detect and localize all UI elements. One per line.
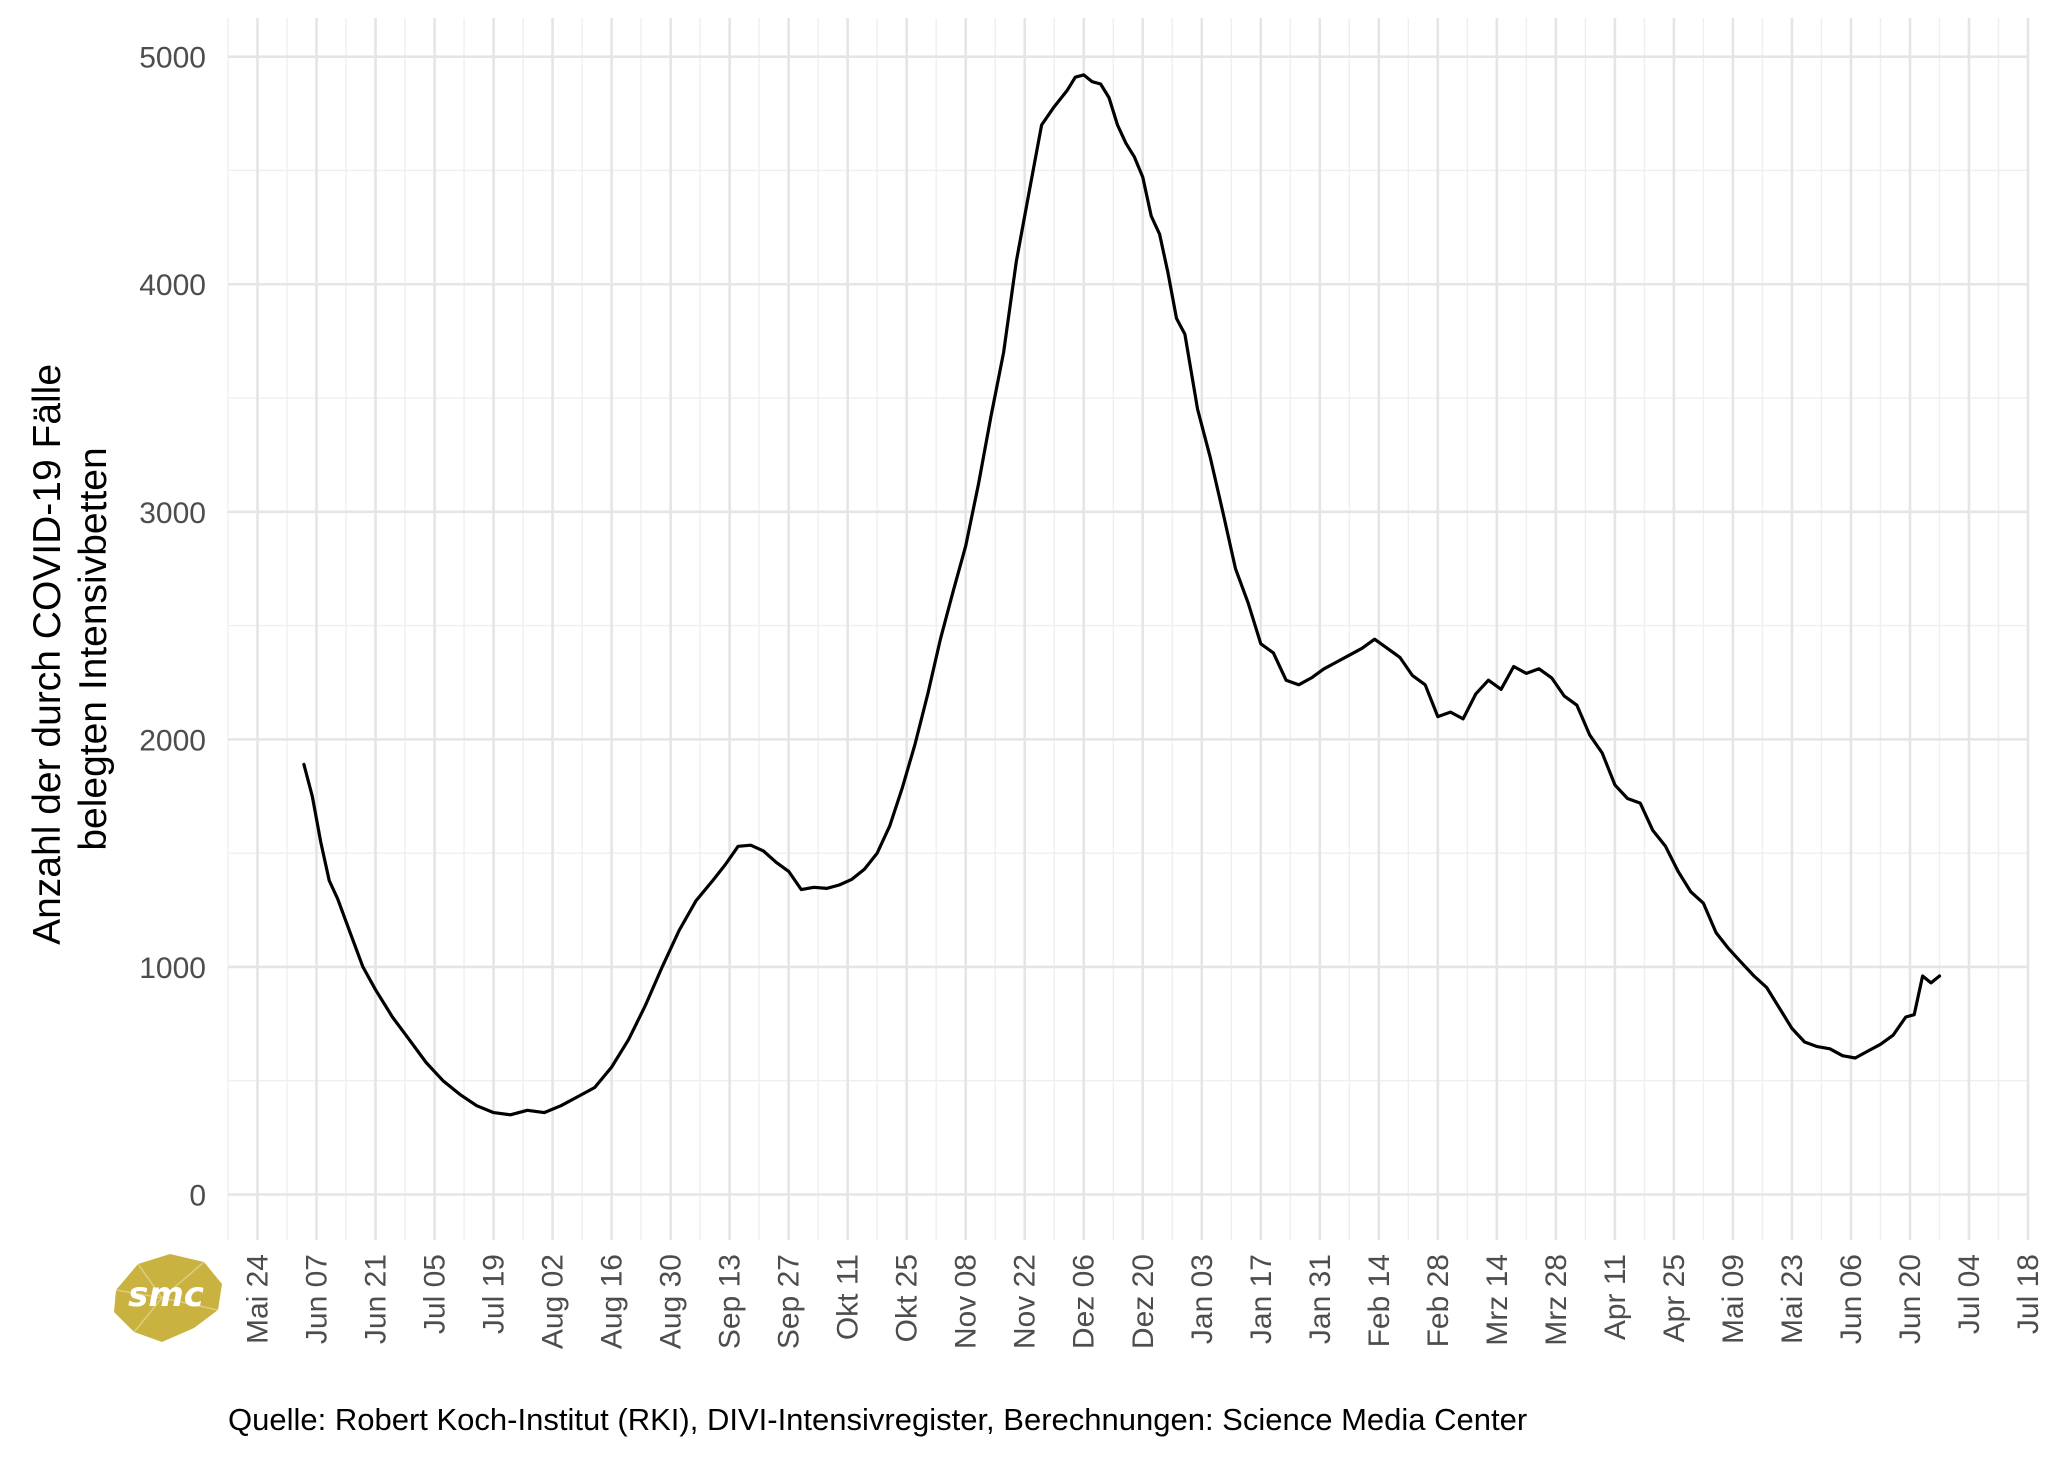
x-tick-label: Mai 09 [1717,1254,1750,1344]
y-tick-label: 1000 [139,952,206,985]
x-axis-ticks: Mai 24 Jun 07 Jun 21 Jul 05 Jul 19 Aug 02 Aug … [242,1254,2045,1349]
y-axis-ticks: 0 1000 2000 3000 4000 5000 [139,42,206,1213]
x-tick-label: Feb 14 [1363,1254,1396,1347]
x-tick-label: Mai 24 [242,1254,275,1344]
x-tick-label: Nov 22 [1009,1254,1042,1349]
x-tick-label: Jul 19 [478,1254,511,1334]
y-tick-label: 2000 [139,724,206,757]
y-tick-label: 0 [189,1179,206,1212]
x-tick-label: Mrz 28 [1540,1254,1573,1346]
x-tick-label: Jul 04 [1953,1254,1986,1334]
x-tick-label: Aug 02 [537,1254,570,1349]
x-tick-label: Apr 25 [1658,1254,1691,1342]
x-tick-label: Jan 17 [1245,1254,1278,1344]
x-tick-label: Sep 27 [773,1254,806,1349]
x-tick-label: Mrz 14 [1481,1254,1514,1346]
logo-mark [114,1254,222,1342]
x-tick-label: Jun 20 [1894,1254,1927,1344]
y-tick-label: 3000 [139,497,206,530]
x-tick-label: Dez 20 [1127,1254,1160,1349]
x-tick-label: Apr 11 [1599,1254,1632,1340]
logo-text: smc [128,1275,204,1315]
x-tick-label: Mai 23 [1776,1254,1809,1344]
x-tick-label: Okt 11 [832,1254,865,1340]
x-tick-label: Aug 30 [655,1254,688,1349]
smc-logo: smc [114,1254,222,1342]
series-line [302,73,1942,1117]
x-tick-label: Nov 08 [950,1254,983,1349]
x-tick-label: Okt 25 [891,1254,924,1342]
x-tick-label: Jul 18 [2012,1254,2045,1334]
x-tick-label: Sep 13 [714,1254,747,1349]
y-tick-label: 4000 [139,269,206,302]
y-axis-label: Anzahl der durch COVID-19 Fälle belegten… [26,353,115,945]
y-axis-label-line-2: belegten Intensivbetten [72,447,115,850]
y-tick-label: 5000 [139,42,206,75]
x-tick-label: Dez 06 [1068,1254,1101,1349]
x-tick-label: Jan 31 [1304,1254,1337,1344]
x-tick-label: Jul 05 [419,1254,452,1334]
x-tick-label: Aug 16 [596,1254,629,1349]
x-tick-label: Jun 21 [360,1254,393,1344]
grid [227,18,2030,1240]
x-tick-label: Jan 03 [1186,1254,1219,1344]
x-tick-label: Jun 06 [1835,1254,1868,1344]
y-axis-label-line-1: Anzahl der durch COVID-19 Fälle [26,364,69,945]
x-tick-label: Jun 07 [301,1254,334,1344]
source-caption: Quelle: Robert Koch-Institut (RKI), DIVI… [228,1402,1528,1437]
x-tick-label: Feb 28 [1422,1254,1455,1347]
logo-mesh [115,1261,219,1333]
